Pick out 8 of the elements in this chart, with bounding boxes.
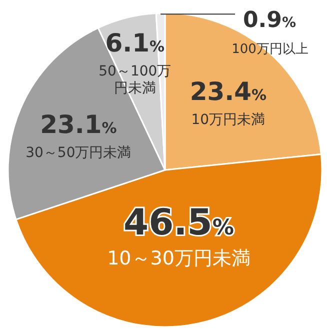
- slice-label: 10～30万円未満: [107, 247, 250, 270]
- data-label: 0.9%: [243, 8, 296, 34]
- data-label: 23.1%: [40, 110, 117, 139]
- data-label: 46.5%: [124, 202, 234, 244]
- slice-label: 10万円未満: [191, 112, 266, 128]
- data-label: 23.4%: [190, 77, 267, 106]
- data-label: 6.1%: [105, 28, 165, 58]
- slice-label: 30～50万円未満: [26, 144, 132, 161]
